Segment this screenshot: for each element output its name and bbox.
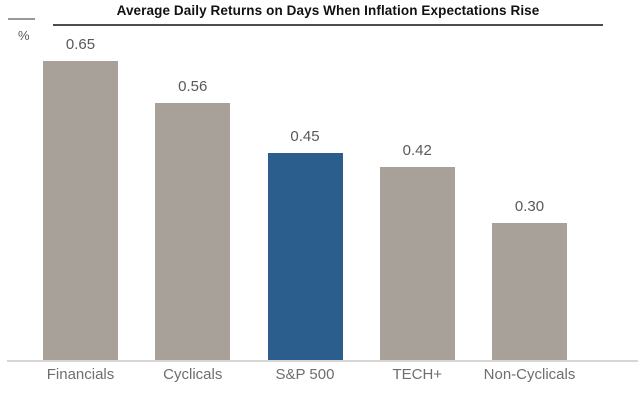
x-axis-line bbox=[7, 360, 638, 362]
bar-column: 0.56 bbox=[155, 78, 231, 361]
category-label: Non-Cyclicals bbox=[483, 366, 576, 383]
bar bbox=[267, 153, 343, 361]
bar bbox=[492, 223, 567, 361]
bar-column: 0.30 bbox=[492, 199, 567, 361]
bar-value-label: 0.30 bbox=[514, 198, 545, 215]
axis-top-dash bbox=[8, 18, 35, 20]
y-axis-unit-label: % bbox=[18, 28, 30, 43]
bar bbox=[43, 61, 118, 361]
category-label: Financials bbox=[46, 366, 115, 383]
bar-value-label: 0.45 bbox=[290, 128, 320, 145]
category-labels-row: Financials Cyclicals S&P 500 TECH+ Non-Cycli… bbox=[43, 366, 576, 384]
bar-value-label: 0.42 bbox=[402, 142, 432, 159]
bar-column: 0.45 bbox=[267, 128, 343, 361]
chart-title-underline: Average Daily Returns on Days When Infla… bbox=[53, 2, 603, 26]
category-label: TECH+ bbox=[392, 366, 443, 383]
bar bbox=[155, 103, 231, 361]
bar-column: 0.65 bbox=[43, 37, 118, 361]
category-label: S&P 500 bbox=[275, 366, 335, 383]
bar-column: 0.42 bbox=[379, 142, 455, 361]
plot-area: 0.65 0.56 0.45 0.42 0.30 bbox=[43, 0, 567, 361]
bar bbox=[379, 167, 455, 361]
bar-value-label: 0.56 bbox=[178, 78, 208, 95]
category-label: Cyclicals bbox=[163, 366, 223, 383]
chart-title: Average Daily Returns on Days When Infla… bbox=[116, 3, 540, 18]
bar-value-label: 0.65 bbox=[65, 36, 96, 53]
